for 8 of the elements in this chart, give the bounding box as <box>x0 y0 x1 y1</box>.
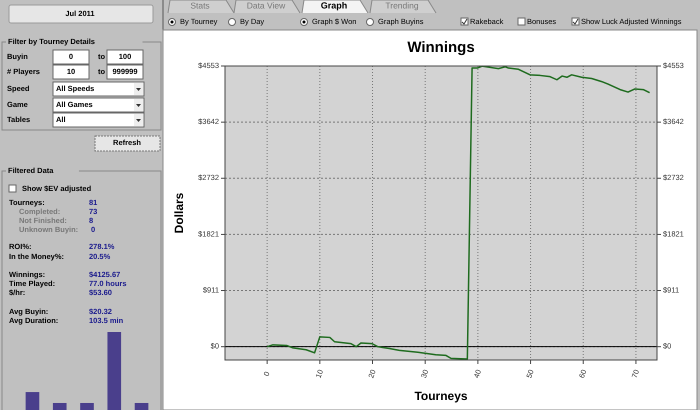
y-axis-title: Dollars <box>172 192 186 234</box>
x-axis-title: Tourneys <box>414 389 468 403</box>
line-series <box>266 65 650 360</box>
text: Graph <box>320 0 348 10</box>
text: Data View <box>246 0 286 10</box>
chart-title: Winnings <box>407 39 475 56</box>
text: Trending <box>385 0 419 10</box>
text: Stats <box>190 0 210 10</box>
